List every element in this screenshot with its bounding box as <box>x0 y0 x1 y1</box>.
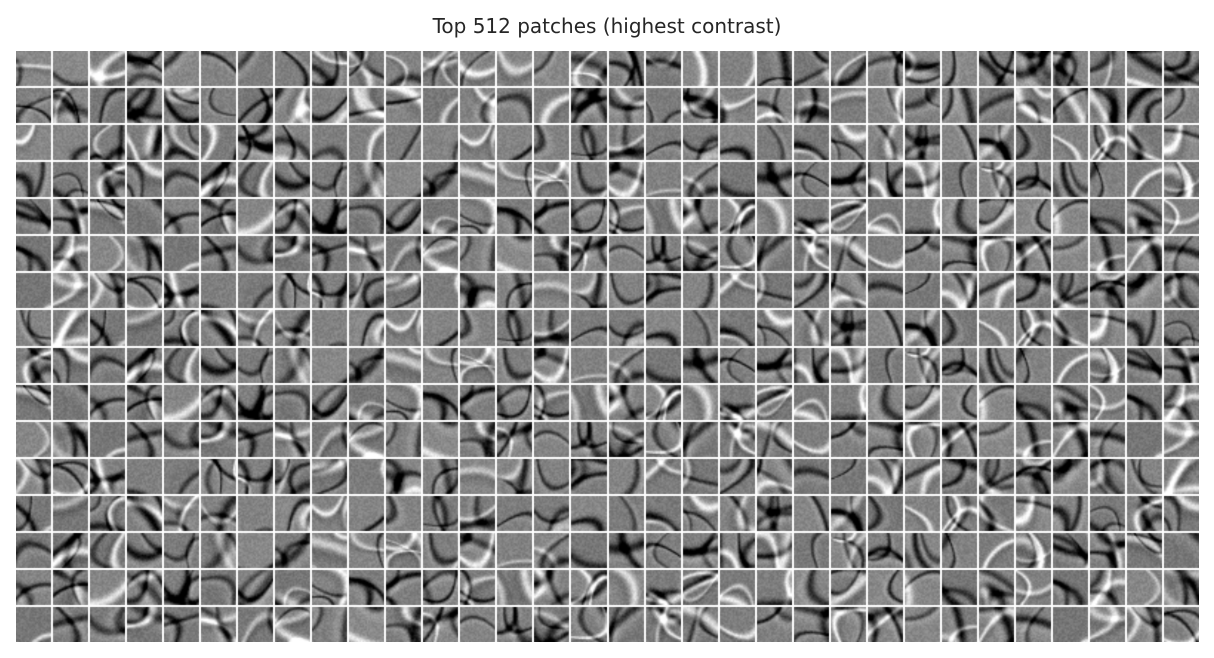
figure-title: Top 512 patches (highest contrast) <box>432 14 782 38</box>
patch-grid <box>16 51 1199 642</box>
